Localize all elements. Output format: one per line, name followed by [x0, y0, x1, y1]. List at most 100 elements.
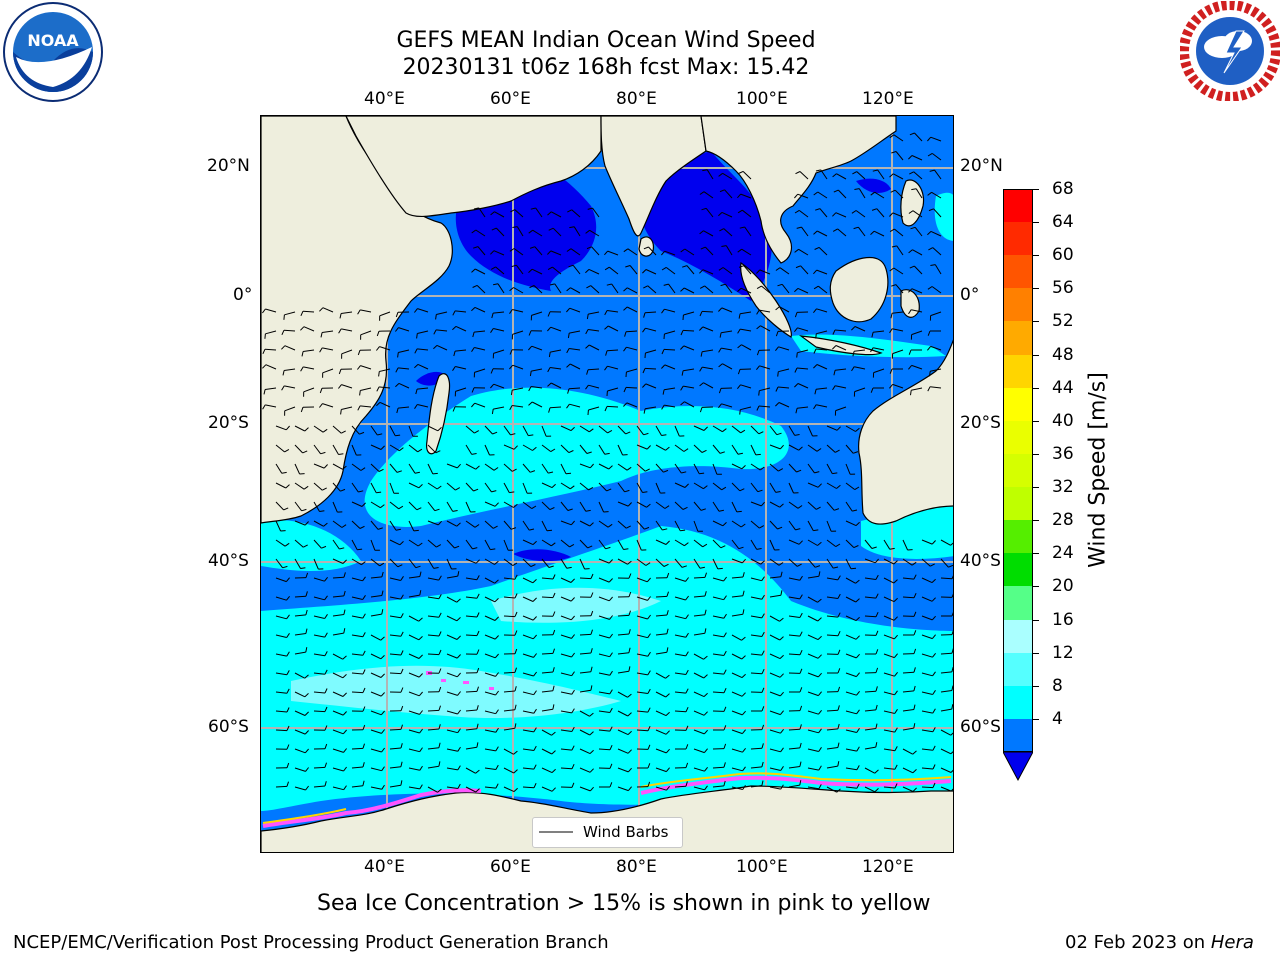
colorbar-tick-label: 16	[1052, 609, 1074, 630]
wind-zone-8-12	[364, 387, 789, 527]
colorbar-tick-label: 8	[1052, 675, 1063, 696]
colorbar-tick-label: 52	[1052, 311, 1074, 332]
footer-date: 02 Feb 2023 on	[1065, 932, 1211, 953]
colorbar-segment	[1003, 189, 1033, 223]
footer-machine: Hera	[1210, 932, 1254, 953]
lon-label-top: 60°E	[490, 89, 531, 109]
colorbar-tick	[1033, 553, 1039, 555]
colorbar-tick-label: 28	[1052, 510, 1074, 531]
colorbar-tick	[1033, 189, 1039, 190]
lon-label-top: 120°E	[862, 89, 914, 109]
colorbar-tick	[1033, 453, 1039, 455]
map-title-line2: 20230131 t06z 168h fcst Max: 15.42	[402, 55, 810, 80]
colorbar-tick-label: 4	[1052, 708, 1063, 729]
wind-zone-below-4	[513, 549, 571, 562]
wind-barbs	[261, 132, 953, 793]
colorbar-tick	[1033, 652, 1039, 654]
colorbar	[1003, 189, 1033, 753]
colorbar-tick-label: 56	[1052, 278, 1074, 299]
noaa-logo-text: NOAA	[27, 31, 79, 50]
wind-zone-12-16	[291, 665, 621, 719]
colorbar-tick	[1033, 718, 1039, 720]
lat-label-right: 20°S	[960, 413, 1001, 433]
madagascar-landmass	[426, 373, 451, 455]
colorbar-tick	[1033, 487, 1039, 489]
colorbar-extend-arrow	[1002, 751, 1034, 782]
colorbar-segment	[1003, 453, 1033, 488]
colorbar-tick	[1033, 321, 1039, 323]
colorbar-tick-label: 20	[1052, 576, 1074, 597]
colorbar-tick-label: 48	[1052, 344, 1074, 365]
colorbar-segment	[1003, 321, 1033, 356]
colorbar-tick	[1033, 222, 1039, 224]
colorbar-tick	[1033, 255, 1039, 257]
colorbar-tick	[1033, 288, 1039, 290]
colorbar-tick	[1033, 619, 1039, 621]
lon-label-bottom: 100°E	[736, 857, 788, 877]
colorbar-tick-label: 60	[1052, 245, 1074, 266]
sea-ice	[262, 772, 952, 828]
australia-landmass	[858, 339, 953, 525]
wind-zone-below-4	[639, 151, 772, 301]
lat-label-right: 60°S	[960, 717, 1001, 737]
colorbar-segment	[1003, 652, 1033, 687]
colorbar-tick	[1033, 586, 1039, 588]
colorbar-tick-label: 40	[1052, 410, 1074, 431]
wind-speed-map[interactable]	[260, 115, 954, 853]
colorbar-segment	[1003, 685, 1033, 720]
colorbar-segment	[1003, 586, 1033, 621]
legend-label: Wind Barbs	[583, 823, 669, 841]
lon-label-bottom: 120°E	[862, 857, 914, 877]
lat-label-left: 20°N	[207, 156, 250, 176]
lon-label-top: 100°E	[736, 89, 788, 109]
southeast-asia-landmass	[700, 116, 897, 264]
wind-zone-8-12	[934, 192, 953, 241]
colorbar-segment	[1003, 420, 1033, 455]
noaa-logo: NOAA	[2, 1, 104, 103]
wind-zone-8-12	[261, 526, 953, 811]
lat-label-right: 40°S	[960, 551, 1001, 571]
colorbar-tick-label: 32	[1052, 477, 1074, 498]
lon-label-top: 40°E	[364, 89, 405, 109]
lat-label-left: 0°	[233, 285, 253, 305]
colorbar-segment	[1003, 718, 1033, 753]
arabia-landmass	[345, 116, 602, 218]
colorbar-segment	[1003, 354, 1033, 389]
colorbar-title: Wind Speed [m/s]	[1085, 372, 1111, 568]
lon-label-bottom: 80°E	[616, 857, 657, 877]
sumatra-landmass	[740, 261, 792, 338]
java-landmass	[798, 335, 883, 356]
colorbar-segment	[1003, 487, 1033, 521]
sea-ice-note: Sea Ice Concentration > 15% is shown in …	[317, 891, 931, 916]
wind-zone-below-4	[856, 178, 891, 193]
lat-label-left: 20°S	[208, 413, 249, 433]
lat-label-right: 20°N	[960, 156, 1003, 176]
lon-label-bottom: 40°E	[364, 857, 405, 877]
borneo-landmass	[829, 256, 889, 323]
land	[261, 116, 953, 852]
sri-lanka-landmass	[638, 236, 654, 257]
colorbar-tick	[1033, 354, 1039, 356]
colorbar-segment	[1003, 387, 1033, 422]
colorbar-tick	[1033, 520, 1039, 522]
india-landmass	[600, 116, 707, 237]
colorbar-segment	[1003, 255, 1033, 289]
footer-left: NCEP/EMC/Verification Post Processing Pr…	[13, 932, 609, 953]
wind-zone-8-12	[261, 520, 361, 571]
colorbar-tick	[1033, 685, 1039, 687]
colorbar-segment	[1003, 520, 1033, 554]
map-title-line1: GEFS MEAN Indian Ocean Wind Speed	[396, 28, 816, 53]
colorbar-tick-label: 68	[1052, 179, 1074, 199]
map-legend: Wind Barbs	[532, 817, 683, 848]
lat-label-right: 0°	[960, 285, 980, 305]
footer-right: 02 Feb 2023 on Hera	[1065, 932, 1254, 953]
lat-label-left: 60°S	[208, 717, 249, 737]
colorbar-segment	[1003, 288, 1033, 322]
lon-label-bottom: 60°E	[490, 857, 531, 877]
lon-label-top: 80°E	[616, 89, 657, 109]
colorbar-tick	[1033, 420, 1039, 422]
colorbar-segment	[1003, 619, 1033, 654]
colorbar-tick-label: 64	[1052, 212, 1074, 233]
lat-label-left: 40°S	[208, 551, 249, 571]
nws-logo	[1179, 0, 1280, 102]
